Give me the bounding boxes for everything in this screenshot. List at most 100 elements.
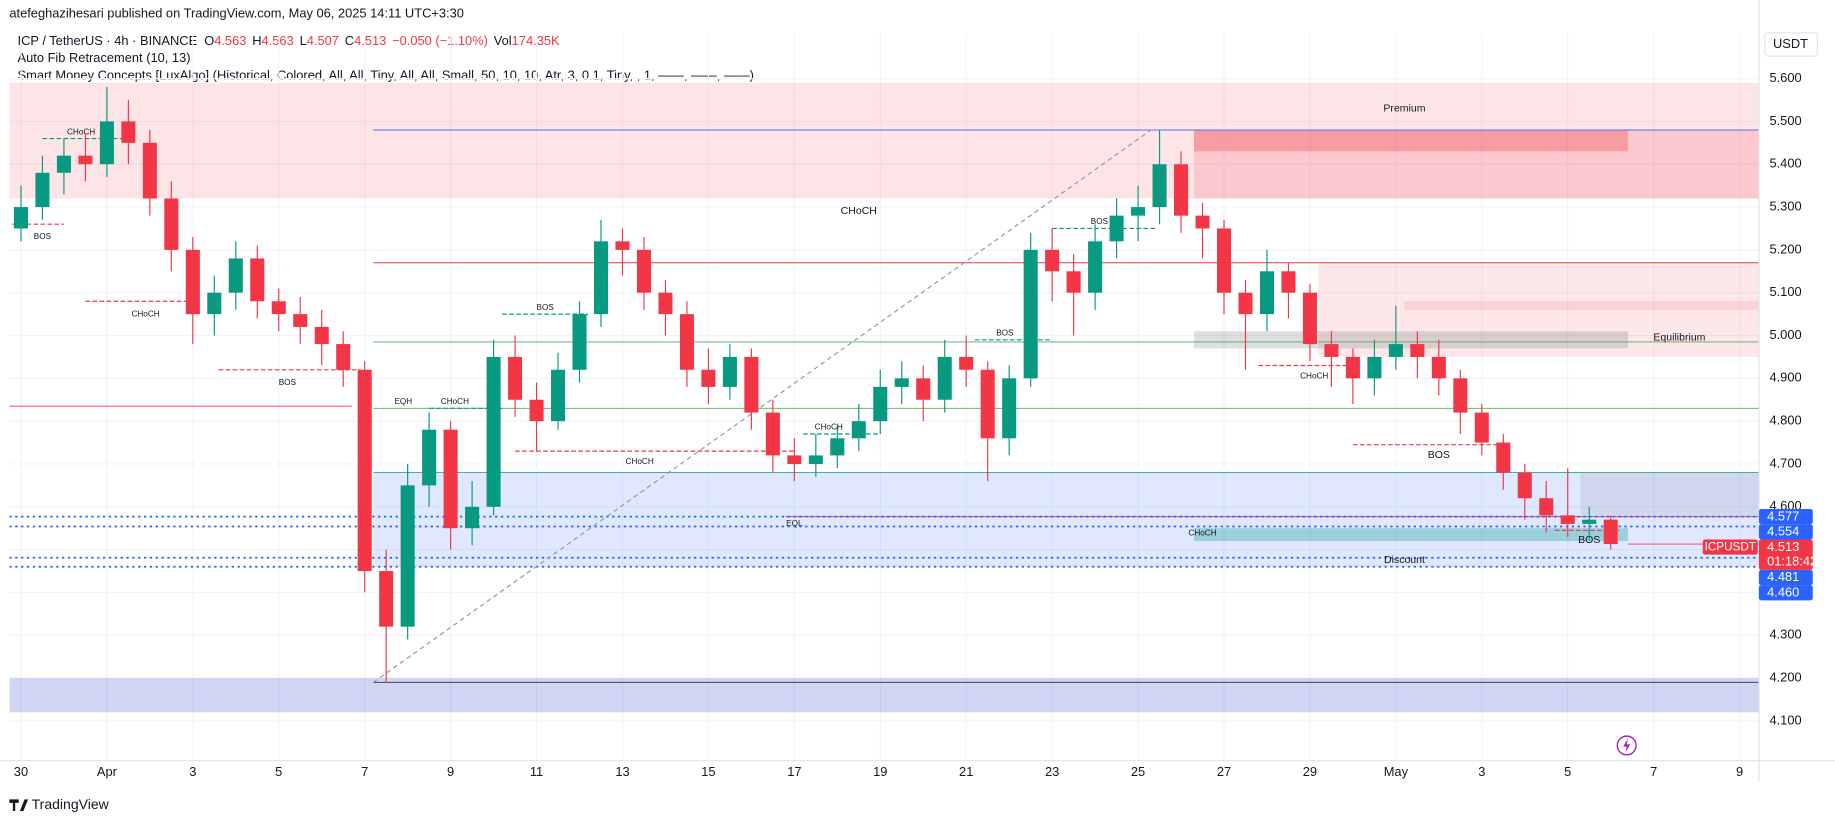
annotation: EQH [394, 397, 412, 406]
candle-body [314, 326, 329, 345]
header: atefeghazihesari published on TradingVie… [9, 5, 464, 20]
annotation: EQL [786, 519, 803, 528]
candle-body [1410, 344, 1425, 357]
candle-body [142, 142, 157, 199]
symbol-label: ICPUSDT [1705, 541, 1756, 554]
candle-body [1388, 344, 1403, 357]
candle-body [1259, 271, 1274, 315]
zone [373, 472, 1759, 567]
x-tick-label: 5 [1564, 764, 1571, 779]
candle-body [1066, 271, 1081, 293]
candle-body [1002, 378, 1017, 439]
price-label: 4.460 [1767, 584, 1799, 599]
footer-logo: TradingView [32, 796, 110, 812]
candle-body [465, 506, 480, 529]
change: −0.050 (−1.10%) [392, 34, 488, 49]
x-tick-label: 5 [275, 764, 282, 779]
candle-body [185, 249, 200, 315]
annotation: Equilibrium [1653, 331, 1705, 343]
zone [1193, 528, 1628, 542]
annotation: BOS [1428, 449, 1450, 461]
annotation: BOS [1578, 534, 1600, 546]
candle-body [679, 314, 694, 370]
zone [1193, 129, 1759, 199]
axes: 4.1004.2004.3004.4004.5004.6004.7004.800… [14, 70, 1817, 779]
symbol-label-box [1702, 539, 1758, 555]
y-tick-label: 5.400 [1769, 156, 1801, 171]
candle-body [1216, 228, 1232, 293]
candle-body [400, 485, 415, 627]
candle-body [1023, 249, 1038, 379]
candle-body [1603, 519, 1618, 545]
y-tick-label: 4.800 [1769, 413, 1801, 428]
candle-body [1560, 515, 1575, 524]
y-tick-label: 4.100 [1769, 712, 1801, 727]
y-tick-label: 4.700 [1769, 455, 1801, 470]
candle-body [336, 344, 351, 370]
annotation: Premium [1383, 102, 1425, 114]
annotation: BOS [536, 303, 554, 312]
price-label-box [1758, 585, 1813, 601]
candle-body [293, 314, 308, 327]
candle-body [765, 412, 780, 456]
candle-body [1109, 215, 1124, 242]
price-label: 4.481 [1767, 569, 1799, 584]
field-key: O [204, 34, 214, 49]
annotation: BOS [279, 378, 297, 387]
zone [9, 678, 1759, 713]
x-tick-label: Apr [97, 764, 118, 779]
candle-body [1539, 498, 1554, 516]
candle-body [551, 369, 566, 422]
annotation: CHoCH [67, 127, 95, 136]
price-label-box [1758, 569, 1813, 586]
x-tick-label: 23 [1045, 764, 1059, 779]
field-key: L [300, 34, 307, 49]
candle-body [207, 292, 222, 315]
alert-icon[interactable] [1616, 735, 1637, 756]
zone [9, 82, 1759, 199]
x-tick-label: 15 [701, 764, 715, 779]
alert-bolt [1623, 738, 1631, 753]
x-tick-label: 9 [1736, 764, 1743, 779]
candle-body [1345, 356, 1360, 379]
candle-body [228, 258, 243, 293]
indicator[interactable]: Smart Money Concepts [LuxAlgo] (Historic… [18, 67, 754, 82]
legend-line: ICP / TetherUS · 4h · BINANCE O4.563 H4.56… [18, 34, 560, 49]
x-tick-label: 29 [1303, 764, 1317, 779]
y-tick-label: 5.000 [1769, 327, 1801, 342]
annotation: BOS [996, 329, 1014, 338]
price-label-box [1758, 524, 1813, 540]
y-tick-label: 4.300 [1769, 627, 1801, 642]
x-tick-label: 17 [787, 764, 801, 779]
candle-body [1152, 164, 1167, 208]
candle-body [808, 455, 823, 464]
candle-body [121, 121, 136, 143]
y-tick-label: 4.200 [1769, 669, 1801, 684]
candle-body [980, 369, 995, 439]
fib-trend-line [372, 129, 1152, 683]
indicator[interactable]: Auto Fib Retracement (10, 13) [18, 50, 191, 65]
annotation: Discount [1384, 554, 1425, 566]
plot: CHoCH BOS CHoCH BOS EQH CHoCH BOS CHoCH CHoCH CHo… [9, 82, 1759, 713]
x-tick-label: May [1384, 764, 1409, 779]
annotation: CHoCH [441, 397, 469, 406]
currency-button[interactable] [1764, 32, 1819, 57]
annotation: BOS [34, 232, 52, 241]
y-tick-label: 5.300 [1769, 198, 1801, 213]
y-tick-label: 5.600 [1769, 70, 1801, 85]
zone [1193, 331, 1628, 349]
zone [1404, 301, 1759, 310]
logo-icon [9, 799, 29, 812]
candle-body [164, 198, 179, 250]
candle-body [722, 356, 737, 387]
candle-body [1195, 215, 1210, 229]
x-tick-label: 9 [447, 764, 454, 779]
candle-body [1238, 292, 1253, 315]
price-label-box [1758, 509, 1813, 525]
candle-body [1281, 271, 1296, 293]
annotation: CHoCH [131, 309, 159, 318]
candle-body [1496, 442, 1511, 473]
currency: USDT [1773, 36, 1808, 51]
field-value: 4.563 [214, 34, 246, 49]
